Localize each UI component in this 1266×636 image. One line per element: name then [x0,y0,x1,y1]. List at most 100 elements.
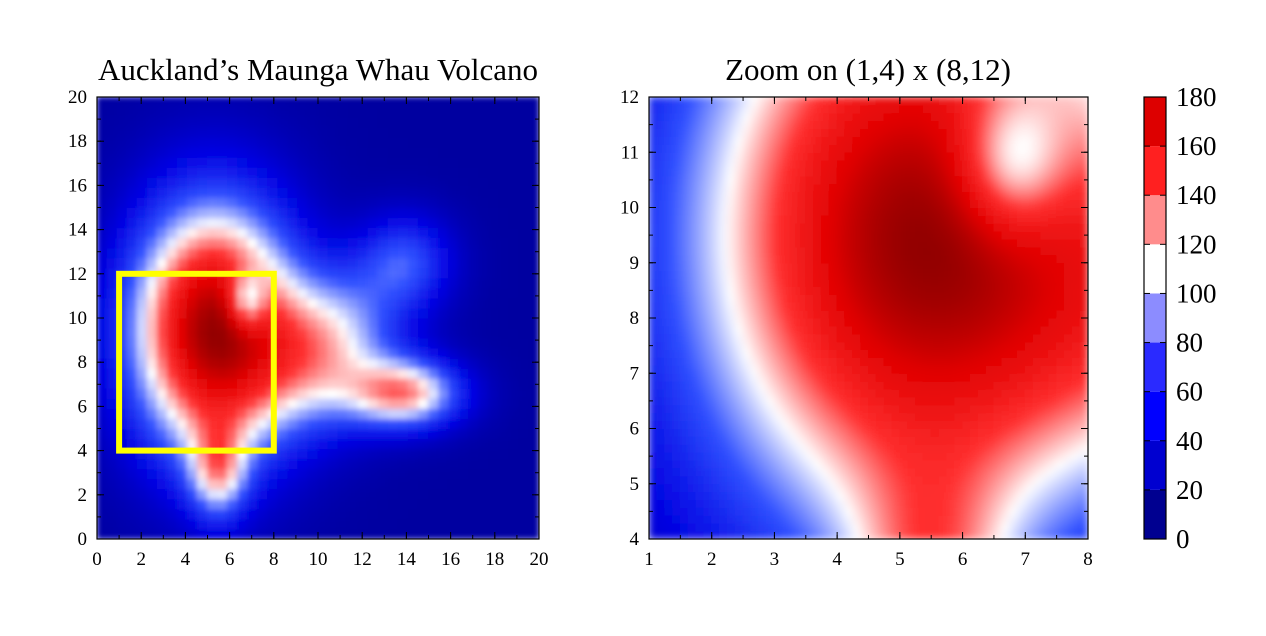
heatmap-cell [726,428,736,437]
heatmap-cell [789,135,799,145]
heatmap-cell [417,458,429,470]
heatmap-cell [703,214,713,224]
heatmap-cell [387,518,399,530]
heatmap-cell [156,417,168,429]
y-tick-label-0: 16 [68,175,87,196]
heatmap-cell [1032,128,1042,137]
heatmap-cell [915,380,924,390]
heatmap-cell [954,364,964,374]
heatmap-cell [156,498,168,510]
heatmap-cell [687,183,697,193]
heatmap-cell [327,247,339,259]
heatmap-cell [307,377,319,389]
heatmap-cell [287,146,299,158]
heatmap-cell [207,186,219,198]
heatmap-cell [227,297,239,309]
heatmap-cell [146,97,158,108]
heatmap-cell [875,396,885,406]
heatmap-cell [922,167,932,177]
heatmap-cell [106,498,118,510]
heatmap-cell [734,143,744,153]
heatmap-cell [317,237,329,249]
heatmap-cell [146,448,158,460]
heatmap-cell [156,367,168,379]
heatmap-cell [1009,483,1018,493]
heatmap-cell [649,420,658,429]
heatmap-cell [734,388,744,398]
heatmap-cell [844,207,854,216]
heatmap-cell [742,388,752,398]
heatmap-cell [458,528,470,539]
heatmap-cell [428,267,440,279]
heatmap-cell [337,146,349,158]
heatmap-cell [852,293,862,303]
heatmap-cell [97,428,108,440]
heatmap-cell [695,207,705,216]
heatmap-cell [922,238,932,248]
heatmap-cell [679,112,689,122]
heatmap-cell [407,287,419,299]
heatmap-cell [883,293,893,303]
heatmap-cell [719,380,728,390]
heatmap-cell [357,166,369,178]
heatmap-cell [860,491,869,501]
heatmap-cell [758,443,768,453]
heatmap-cell [656,530,666,539]
heatmap-cell [711,238,721,248]
heatmap-cell [915,467,924,477]
heatmap-cell [1032,475,1042,485]
heatmap-cell [136,337,148,349]
heatmap-cell [227,237,239,249]
heatmap-cell [930,459,940,469]
heatmap-cell [726,222,736,232]
heatmap-cell [726,364,736,374]
heatmap-cell [297,146,309,158]
heatmap-cell [1016,341,1026,351]
heatmap-cell [907,191,917,201]
heatmap-cell [377,217,389,229]
heatmap-cell [656,128,666,137]
heatmap-cell [813,270,822,280]
heatmap-cell [327,116,339,128]
heatmap-cell [679,262,689,272]
heatmap-cell [649,151,658,161]
heatmap-cell [126,196,138,208]
heatmap-cell [1024,143,1034,153]
heatmap-cell [907,183,917,193]
heatmap-cell [679,238,689,248]
heatmap-cell [136,97,148,108]
heatmap-cell [813,199,822,208]
heatmap-cell [508,207,520,219]
heatmap-cell [237,106,249,118]
heatmap-cell [844,151,854,161]
heatmap-cell [977,97,987,106]
heatmap-cell [277,448,289,460]
heatmap-cell [719,356,728,366]
heatmap-cell [656,183,666,193]
heatmap-cell [687,270,697,280]
heatmap-cell [993,333,1003,343]
heatmap-cell [875,451,885,461]
heatmap-cell [327,407,339,419]
heatmap-cell [337,307,349,319]
heatmap-cell [257,237,269,249]
heatmap-cell [357,498,369,510]
heatmap-cell [891,175,901,185]
heatmap-cell [478,126,490,138]
heatmap-cell [938,317,948,327]
heatmap-cell [337,106,349,118]
heatmap-cell [387,156,399,168]
heatmap-cell [237,227,249,239]
heatmap-cell [428,438,440,450]
heatmap-cell [750,388,760,398]
heatmap-cell [891,483,901,493]
heatmap-cell [649,159,658,169]
heatmap-cell [307,136,319,148]
heatmap-cell [97,478,108,490]
heatmap-cell [227,116,239,128]
heatmap-cell [1009,285,1018,295]
heatmap-cell [498,438,510,450]
heatmap-cell [687,412,697,422]
heatmap-cell [649,104,658,114]
heatmap-cell [528,227,539,239]
